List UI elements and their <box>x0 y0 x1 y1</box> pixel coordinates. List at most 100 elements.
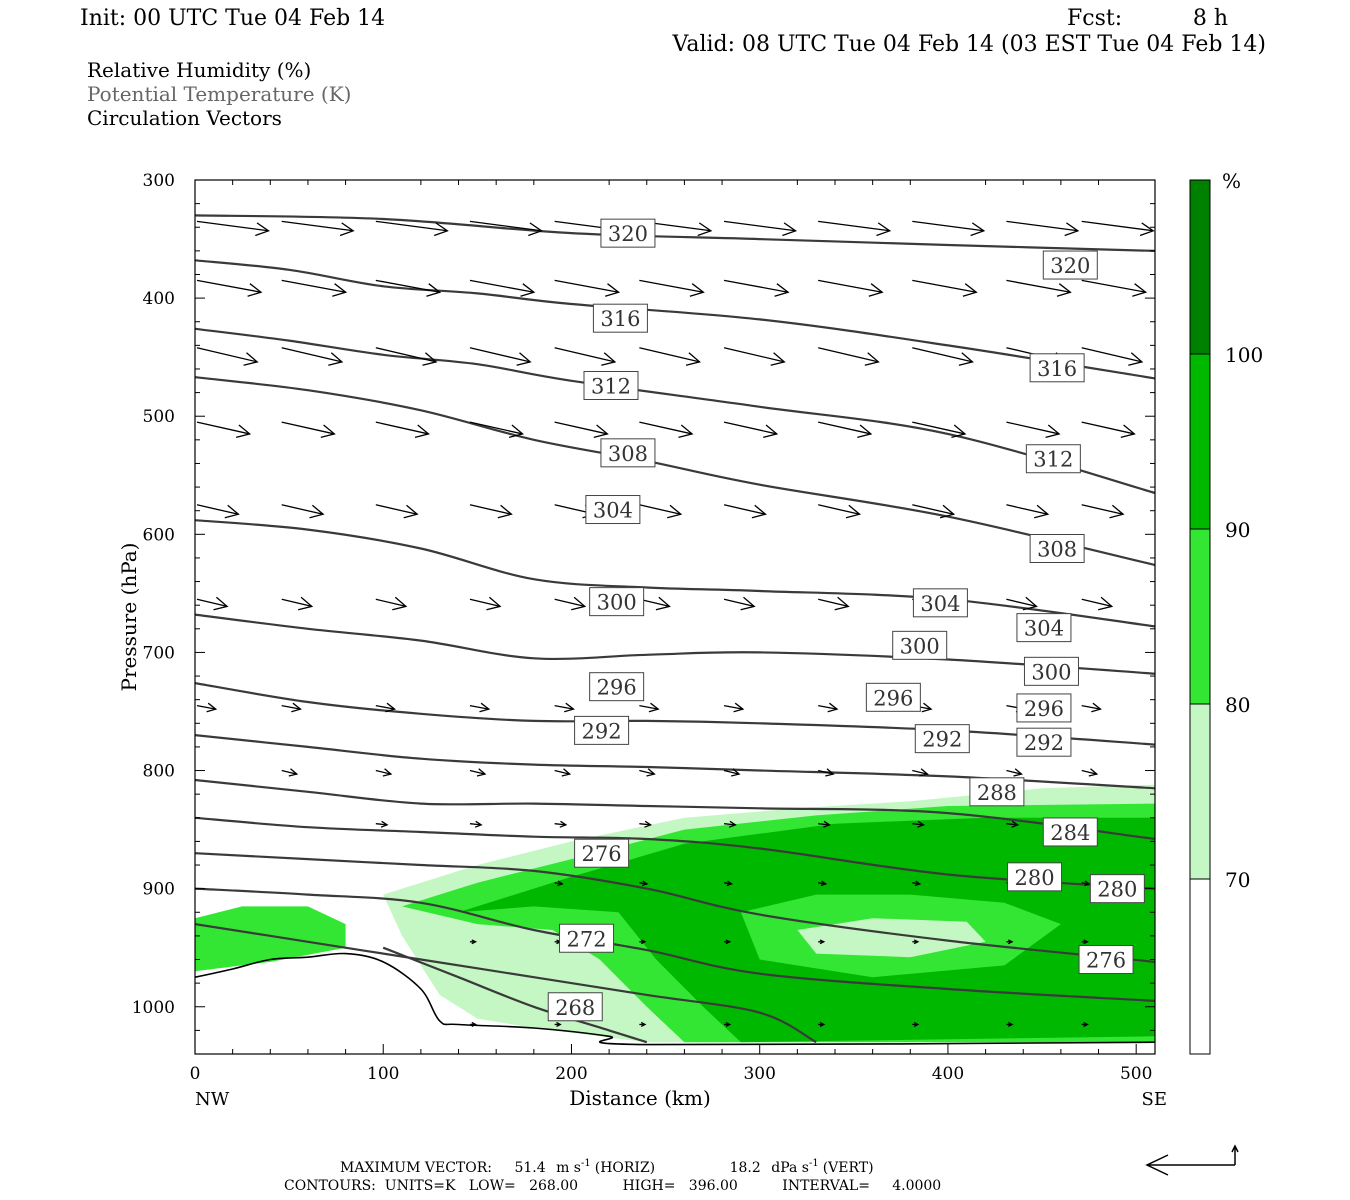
circulation-vector-7-10 <box>1157 769 1172 776</box>
circulation-vector-6-10 <box>1081 702 1102 713</box>
circulation-vector-6-4 <box>554 702 575 713</box>
y-axis-title: Pressure (hPa) <box>117 543 141 692</box>
circulation-vector-7-4 <box>639 768 656 777</box>
circulation-vector-2-4 <box>554 347 617 366</box>
theta-contour-292 <box>195 734 1155 790</box>
circulation-vector-6-0 <box>196 702 218 713</box>
circulation-vector-10-0 <box>469 939 478 945</box>
circulation-vector-2-10 <box>1081 347 1144 366</box>
theta-label-312-1: 312 <box>1033 448 1073 472</box>
theta-label-box-296-1 <box>865 682 921 712</box>
circulation-vector-5-2 <box>375 596 408 611</box>
circulation-vector-11-6 <box>1006 1021 1014 1027</box>
theta-contour-320 <box>195 214 1155 252</box>
x-tick-label-100: 100 <box>367 1064 399 1084</box>
circulation-vector-11-2 <box>639 1021 647 1027</box>
circulation-vector-10-2 <box>639 939 647 945</box>
x-axis-title: Distance (km) <box>569 1086 711 1110</box>
x-tick-label-200: 200 <box>555 1064 587 1084</box>
circulation-vector-4-0 <box>196 504 240 519</box>
circulation-vector-4-3 <box>469 504 513 519</box>
max-vector-vert-value: 18.2 <box>730 1160 761 1176</box>
colorbar-segment-4 <box>1190 879 1210 1054</box>
y-tick-label-600: 600 <box>143 525 175 545</box>
theta-label-box-312-1 <box>1025 444 1081 474</box>
theta-label-box-276-1 <box>1078 945 1134 975</box>
circulation-vector-6-6 <box>723 702 745 713</box>
circulation-vector-4-2 <box>375 504 419 519</box>
x-end-label-right: SE <box>1142 1089 1167 1110</box>
circulation-vector-6-3 <box>469 702 491 713</box>
theta-label-box-312-0 <box>583 371 639 401</box>
theta-label-272-0: 272 <box>566 927 606 951</box>
theta-label-box-316-0 <box>592 303 648 333</box>
valid-time: Valid: 08 UTC Tue 04 Feb 14 (03 EST Tue … <box>671 32 1266 57</box>
theta-label-box-272-0 <box>559 923 615 953</box>
fcst-label: Fcst: <box>1067 6 1122 31</box>
max-vector-prefix: MAXIMUM VECTOR: <box>340 1160 492 1176</box>
y-tick-label-800: 800 <box>143 762 175 782</box>
init-time: Init: 00 UTC Tue 04 Feb 14 <box>80 6 385 31</box>
circulation-vector-5-1 <box>281 596 314 611</box>
circulation-vector-0-6 <box>723 220 798 237</box>
x-end-label-left: NW <box>195 1089 230 1110</box>
theta-label-box-296-0 <box>589 672 645 702</box>
circulation-vector-11-0 <box>469 1021 478 1027</box>
circulation-vector-10-8 <box>1157 940 1163 944</box>
x-tick-label-500: 500 <box>1120 1064 1152 1084</box>
colorbar-segment-2 <box>1190 529 1210 704</box>
reference-vector-vert-head <box>1231 1144 1239 1153</box>
vector-layer <box>196 220 1172 1027</box>
circulation-vector-5-3 <box>469 596 502 611</box>
circulation-vector-1-3 <box>469 279 536 297</box>
x-tick-label-0: 0 <box>190 1064 201 1084</box>
theta-label-292-2: 292 <box>1024 731 1064 755</box>
theta-label-276-0: 276 <box>582 842 622 866</box>
theta-label-300-0: 300 <box>597 591 637 615</box>
theta-contour-300 <box>195 613 1155 675</box>
theta-label-box-300-2 <box>1023 656 1079 686</box>
theta-label-296-2: 296 <box>1024 697 1064 721</box>
max-vector-vert-unit: dPa s <box>771 1160 809 1176</box>
circulation-vector-9-2 <box>723 880 734 887</box>
max-vector-vert-label: (VERT) <box>823 1160 874 1176</box>
theta-label-292-0: 292 <box>582 719 622 743</box>
circulation-vector-8-6 <box>912 820 926 828</box>
theta-label-box-296-2 <box>1016 693 1072 723</box>
circulation-vector-5-0 <box>196 596 229 611</box>
circulation-vector-6-2 <box>375 702 397 713</box>
circulation-vector-2-1 <box>281 347 344 366</box>
circulation-vector-11-3 <box>724 1021 732 1027</box>
circulation-vector-9-6 <box>1081 880 1091 887</box>
theta-label-box-292-2 <box>1016 727 1072 757</box>
circulation-vector-9-1 <box>639 880 649 887</box>
theta-contour-312 <box>195 327 1155 495</box>
circulation-vector-3-6 <box>723 421 779 439</box>
rh-region-6 <box>195 906 346 972</box>
theta-label-276-1: 276 <box>1086 949 1126 973</box>
theta-label-320-1: 320 <box>1050 254 1090 278</box>
theta-contour-268 <box>382 946 648 1044</box>
legend-vectors: Circulation Vectors <box>87 106 282 130</box>
theta-label-280-1: 280 <box>1097 878 1137 902</box>
circulation-vector-9-4 <box>912 880 922 887</box>
max-vector-line: MAXIMUM VECTOR: 51.4 m s-1 (HORIZ) 18.2 d… <box>340 1158 874 1176</box>
circulation-vector-7-0 <box>281 768 299 777</box>
y-tick-label-300: 300 <box>143 171 175 191</box>
circulation-vector-1-0 <box>196 279 263 297</box>
colorbar-segment-1 <box>1190 354 1210 529</box>
circulation-vector-0-3 <box>469 220 543 237</box>
circulation-vector-0-8 <box>912 220 986 237</box>
colorbar-label-80: 80 <box>1225 693 1250 717</box>
circulation-vector-4-9 <box>1006 504 1050 519</box>
theta-label-292-1: 292 <box>922 728 962 752</box>
theta-label-box-304-1 <box>912 588 968 618</box>
y-tick-label-500: 500 <box>143 407 175 427</box>
circulation-vector-7-2 <box>469 768 487 777</box>
x-tick-label-400: 400 <box>932 1064 964 1084</box>
theta-contour-280 <box>195 852 1155 963</box>
legend-rh: Relative Humidity (%) <box>87 58 311 82</box>
axis-tick-layer: 0 100 200 300 400 500 300 400 500 600 700 800 900 100… <box>132 171 1155 1084</box>
circulation-vector-2-5 <box>639 347 701 366</box>
circulation-vector-2-6 <box>723 347 786 366</box>
